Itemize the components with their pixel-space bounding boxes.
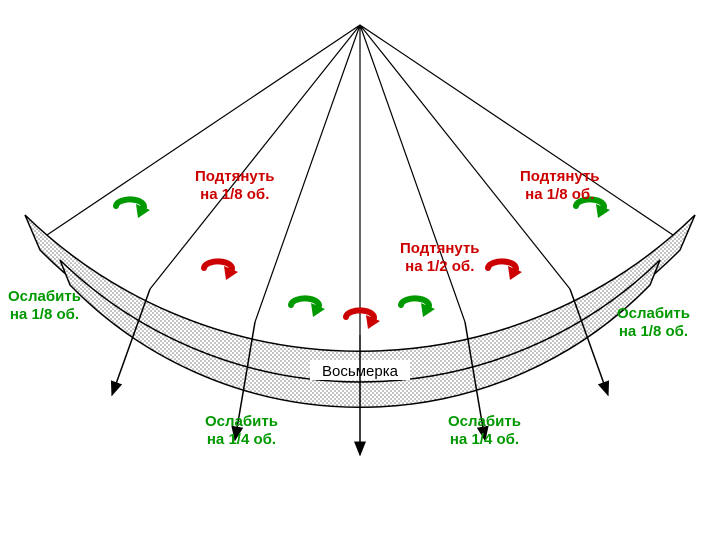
spoke-line: [360, 25, 465, 322]
rotation-arrow-icon: [488, 261, 522, 280]
adjustment-label: Подтянутьна 1/8 об.: [520, 168, 600, 204]
wheel-truing-diagram: Восьмерка: [0, 0, 720, 539]
adjustment-label: Ослабитьна 1/8 об.: [617, 305, 690, 341]
rotation-arrow-icon: [291, 298, 325, 317]
spoke-line: [150, 25, 360, 289]
spoke-line: [360, 25, 673, 235]
rotation-arrow-icon: [346, 310, 380, 329]
rotation-arrow-icon: [401, 298, 435, 317]
rotation-markers: [116, 199, 610, 329]
rotation-arrow-icon: [204, 261, 238, 280]
adjustment-label: Подтянутьна 1/8 об.: [195, 168, 275, 204]
adjustment-label: Ослабитьна 1/4 об.: [205, 413, 278, 449]
adjustment-label: Ослабитьна 1/4 об.: [448, 413, 521, 449]
rotation-arrow-icon: [116, 199, 150, 218]
adjustment-label: Подтянутьна 1/2 об.: [400, 240, 480, 276]
adjustment-label: Ослабитьна 1/8 об.: [8, 288, 81, 324]
